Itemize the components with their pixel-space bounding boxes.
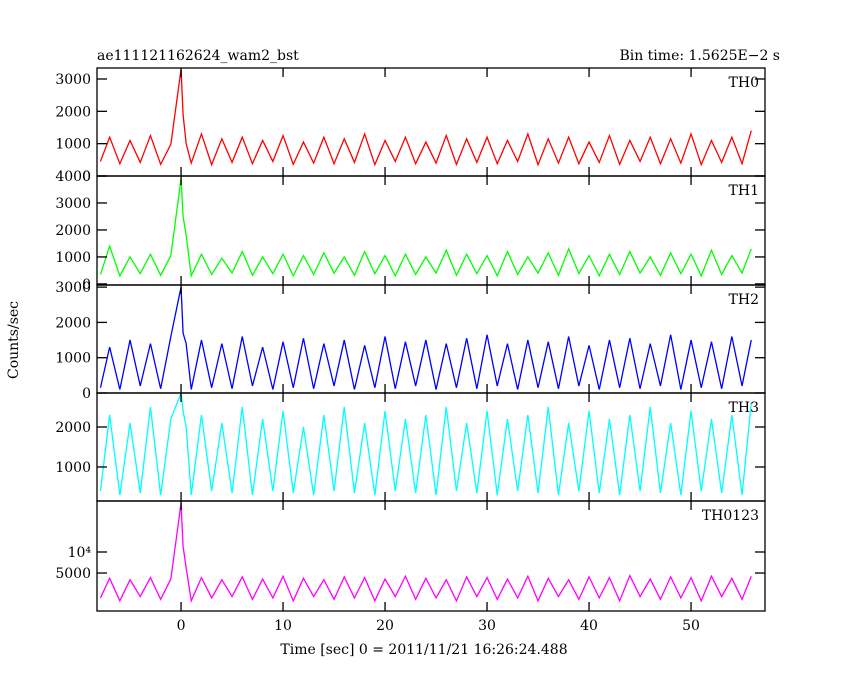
- panel-frame: [96, 500, 766, 612]
- chart-subtitle: Bin time: 1.5625E−2 s: [619, 48, 780, 64]
- y-tick-label: 4000: [55, 169, 91, 185]
- x-tick-label: 50: [682, 618, 700, 634]
- panel-frame: [96, 67, 766, 177]
- y-tick-label: 1000: [55, 137, 91, 153]
- y-tick-label: 3000: [55, 280, 91, 296]
- y-tick-label: 2000: [55, 104, 91, 120]
- panel-label: TH2: [729, 292, 759, 308]
- data-line: [99, 178, 752, 279]
- panel-label: TH0: [729, 75, 759, 91]
- y-tick-label: 0: [82, 277, 91, 293]
- panel-frame: [96, 175, 766, 286]
- y-tick-label: 5000: [55, 566, 91, 582]
- y-tick-label: 2000: [55, 315, 91, 331]
- y-tick-label: 1000: [55, 351, 91, 367]
- y-tick-label: 2000: [55, 223, 91, 239]
- y-tick-label: 10⁴: [68, 545, 92, 561]
- y-axis-label: Counts/sec: [6, 301, 22, 379]
- data-line: [99, 503, 752, 604]
- panel-label: TH3: [729, 400, 759, 416]
- chart-title: ae111121162624_wam2_bst: [97, 48, 299, 64]
- data-line: [99, 393, 752, 496]
- x-tick-label: 40: [580, 618, 598, 634]
- panel-label: TH1: [729, 183, 759, 199]
- panel-label: TH0123: [702, 508, 759, 524]
- x-tick-label: 20: [376, 618, 394, 634]
- y-tick-label: 2000: [55, 420, 91, 436]
- x-tick-label: 30: [478, 618, 496, 634]
- panel-frame: [96, 284, 766, 394]
- y-tick-label: 3000: [55, 196, 91, 212]
- y-tick-label: 0: [82, 169, 91, 185]
- data-line: [99, 286, 752, 390]
- x-tick-label: 0: [177, 618, 186, 634]
- y-tick-label: 0: [82, 386, 91, 402]
- y-tick-label: 1000: [55, 460, 91, 476]
- x-tick-label: 10: [274, 618, 292, 634]
- x-axis-label: Time [sec] 0 = 2011/11/21 16:26:24.488: [280, 642, 567, 658]
- data-line: [99, 69, 752, 167]
- y-tick-label: 3000: [55, 72, 91, 88]
- y-tick-label: 1000: [55, 250, 91, 266]
